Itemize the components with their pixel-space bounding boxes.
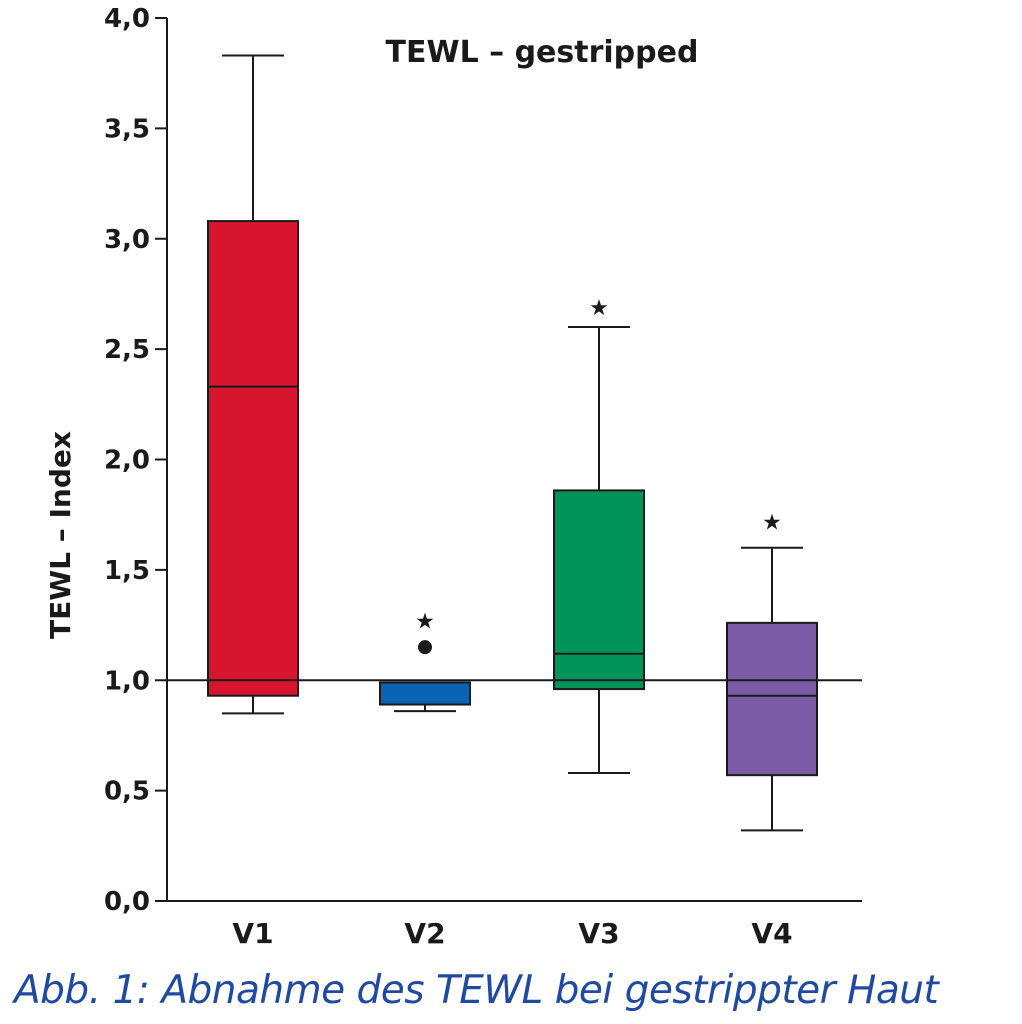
boxes-layer: ★ ★ ★ [207, 54, 818, 832]
chart-title: TEWL – gestripped [386, 35, 699, 70]
box-v4: ★ [726, 510, 818, 832]
outlier-point [418, 640, 432, 655]
y-tick-label: 3,0 [104, 225, 150, 255]
extreme-marker: ★ [415, 610, 435, 635]
box-v2: ★ [379, 610, 471, 713]
y-tick-label: 2,0 [104, 446, 150, 476]
axes-layer: 0,0 0,5 1,0 1,5 2,0 2,5 3,0 3,5 4,0 V1 V2 V3 V4 [104, 4, 862, 950]
x-tick-label: V3 [578, 917, 619, 950]
y-tick-label: 0,0 [104, 887, 150, 917]
y-tick-label: 4,0 [104, 4, 150, 34]
extreme-marker: ★ [589, 296, 609, 321]
box-v3: ★ [553, 296, 645, 774]
x-tick-label: V1 [232, 917, 273, 950]
figure-caption: Abb. 1: Abnahme des TEWL bei gestrippter… [14, 968, 939, 1013]
x-tick-label: V2 [404, 917, 445, 950]
box-rect [726, 621, 818, 777]
box-rect [379, 681, 471, 706]
box-rect [207, 220, 299, 697]
y-tick-label: 2,5 [104, 335, 150, 365]
y-tick-label: 1,0 [104, 666, 150, 696]
boxplot-chart: TEWL – gestripped TEWL – Index ★★★ 0,00,… [44, 4, 862, 950]
y-tick-label: 1,5 [104, 556, 150, 586]
y-axis-label: TEWL – Index [44, 431, 77, 639]
extreme-marker: ★ [762, 510, 782, 535]
box-v1 [207, 54, 299, 715]
y-tick-label: 0,5 [104, 777, 150, 807]
x-tick-label: V4 [751, 917, 792, 950]
y-tick-label: 3,5 [104, 114, 150, 144]
box-rect [553, 489, 645, 691]
